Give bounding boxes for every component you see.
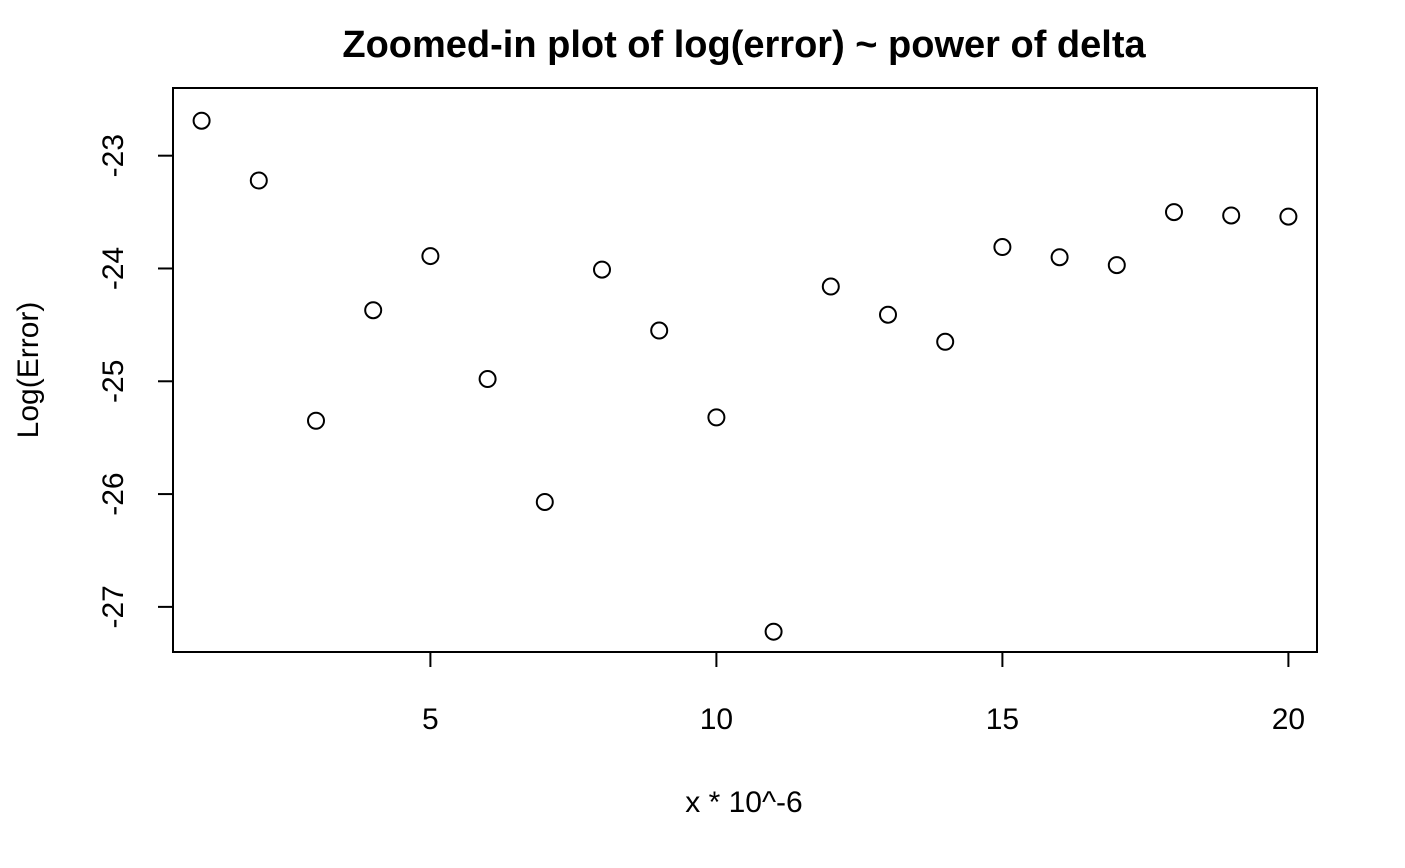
plot-frame (172, 87, 1318, 653)
data-point (1165, 203, 1183, 222)
data-point (650, 321, 669, 340)
x-axis: 5 10 15 20 (422, 651, 1305, 736)
data-points (192, 111, 1298, 641)
y-axis: -23 -24 -25 -26 -27 (97, 134, 174, 629)
data-point (993, 238, 1012, 257)
data-point (478, 370, 497, 389)
x-tick-label: 20 (1272, 703, 1305, 736)
data-point (307, 411, 325, 430)
data-point (879, 305, 897, 324)
y-tick-label: -26 (97, 472, 130, 515)
data-point (1107, 256, 1126, 275)
y-axis-label: Log(Error) (12, 302, 45, 439)
chart-title: Zoomed-in plot of log(error) ~ power of … (342, 24, 1146, 66)
x-tick-label: 10 (700, 703, 733, 736)
data-point (1279, 207, 1298, 226)
x-tick-label: 15 (986, 703, 1019, 736)
data-point (764, 622, 783, 641)
data-point (1222, 206, 1241, 225)
data-point (249, 171, 268, 190)
data-point (707, 408, 726, 427)
data-point (821, 277, 840, 296)
data-point (593, 260, 611, 279)
data-point (192, 111, 211, 130)
data-point (936, 332, 955, 351)
y-tick-label: -24 (97, 247, 130, 290)
x-axis-label: x * 10^-6 (685, 786, 802, 819)
data-point (364, 301, 383, 320)
data-point (1050, 248, 1069, 267)
y-tick-label: -23 (97, 134, 130, 177)
y-tick-label: -27 (97, 585, 130, 628)
data-point (535, 492, 554, 511)
data-point (421, 247, 440, 266)
x-tick-label: 5 (422, 703, 439, 736)
y-tick-label: -25 (97, 360, 130, 403)
